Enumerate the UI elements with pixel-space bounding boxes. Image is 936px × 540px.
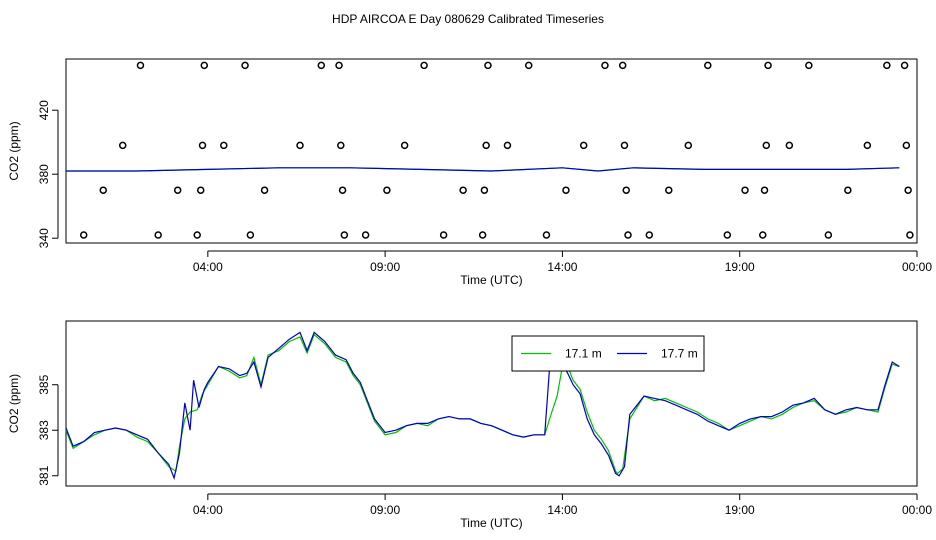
data-point bbox=[338, 186, 347, 194]
top-scatter-panel: 04:00 09:00 14:00 19:00 00:00 Time (UTC) 340 38… bbox=[7, 58, 932, 287]
data-point bbox=[904, 186, 912, 194]
data-point bbox=[601, 61, 609, 70]
data-point bbox=[337, 141, 345, 150]
x-tick-label: 09:00 bbox=[370, 503, 400, 517]
data-point bbox=[741, 186, 749, 194]
data-point bbox=[196, 186, 205, 194]
data-point bbox=[484, 61, 492, 70]
data-point bbox=[824, 231, 833, 239]
y-tick-label: 420 bbox=[37, 100, 51, 120]
x-tick-label: 14:00 bbox=[547, 503, 577, 517]
data-point bbox=[620, 141, 629, 150]
series-line bbox=[65, 331, 900, 481]
data-point bbox=[241, 61, 249, 70]
data-point bbox=[260, 186, 269, 194]
x-tick-label: 00:00 bbox=[902, 503, 932, 517]
data-point bbox=[624, 231, 632, 239]
data-point bbox=[760, 186, 769, 194]
y-tick-label: 381 bbox=[37, 465, 51, 485]
data-point bbox=[723, 231, 732, 239]
data-point bbox=[762, 141, 771, 150]
figure-title: HDP AIRCOA E Day 080629 Calibrated Times… bbox=[332, 12, 604, 26]
data-point bbox=[906, 231, 914, 239]
data-point bbox=[118, 141, 127, 150]
data-point bbox=[99, 186, 107, 194]
x-tick-label: 04:00 bbox=[193, 503, 223, 517]
data-point bbox=[704, 61, 712, 70]
x-axis-label: Time (UTC) bbox=[460, 273, 522, 287]
series-line bbox=[66, 167, 900, 172]
data-point bbox=[296, 141, 304, 150]
x-tick-label: 00:00 bbox=[902, 260, 932, 274]
data-point bbox=[154, 231, 162, 239]
data-point bbox=[579, 141, 588, 150]
x-tick-label: 09:00 bbox=[370, 260, 400, 274]
data-point bbox=[459, 186, 467, 194]
data-point bbox=[900, 61, 909, 70]
data-point bbox=[883, 61, 891, 70]
legend: 17.1 m 17.7 m bbox=[511, 335, 705, 372]
x-tick-label: 04:00 bbox=[193, 260, 223, 274]
data-point bbox=[478, 231, 487, 239]
data-point bbox=[759, 231, 767, 239]
data-point bbox=[503, 141, 512, 150]
bottom-line-panel: 04:00 09:00 14:00 19:00 00:00 Time (UTC) 381 38… bbox=[7, 320, 932, 530]
x-tick-label: 14:00 bbox=[547, 260, 577, 274]
data-point bbox=[340, 231, 349, 239]
data-point bbox=[863, 141, 872, 150]
data-point bbox=[136, 61, 145, 70]
data-point bbox=[844, 186, 852, 194]
y-tick-label: 340 bbox=[37, 228, 51, 248]
x-axis-label: Time (UTC) bbox=[460, 516, 522, 530]
series-line bbox=[65, 333, 900, 475]
x-tick-label: 19:00 bbox=[725, 503, 755, 517]
data-point bbox=[400, 141, 409, 150]
legend-label: 17.7 m bbox=[661, 347, 698, 361]
data-point bbox=[420, 61, 428, 70]
data-point bbox=[335, 61, 343, 70]
data-point bbox=[665, 186, 673, 194]
data-point bbox=[79, 231, 88, 239]
y-axis-label: CO2 (ppm) bbox=[7, 121, 21, 180]
y-tick-label: 380 bbox=[37, 164, 51, 184]
data-point bbox=[785, 141, 794, 150]
data-point bbox=[618, 61, 627, 70]
data-point bbox=[684, 141, 693, 150]
data-point bbox=[246, 231, 255, 239]
legend-label: 17.1 m bbox=[565, 347, 602, 361]
x-tick-label: 19:00 bbox=[725, 260, 755, 274]
data-point bbox=[439, 231, 448, 239]
y-tick-label: 385 bbox=[37, 374, 51, 394]
data-point bbox=[198, 141, 207, 150]
data-point bbox=[317, 61, 326, 70]
data-point bbox=[482, 141, 490, 150]
data-point bbox=[902, 141, 911, 150]
y-axis-label: CO2 (ppm) bbox=[7, 374, 21, 433]
y-tick-label: 383 bbox=[37, 420, 51, 440]
data-point bbox=[805, 61, 813, 70]
data-point bbox=[480, 186, 489, 194]
data-point bbox=[562, 186, 570, 194]
plot-frame bbox=[65, 320, 918, 487]
data-point bbox=[193, 231, 201, 239]
data-point bbox=[361, 231, 370, 239]
data-point bbox=[173, 186, 182, 194]
data-point bbox=[383, 186, 391, 194]
data-point bbox=[524, 61, 533, 70]
data-point bbox=[200, 61, 209, 70]
data-point bbox=[542, 231, 551, 239]
plot-frame bbox=[65, 58, 918, 244]
data-point bbox=[764, 61, 772, 70]
data-point bbox=[645, 231, 654, 239]
data-point bbox=[622, 186, 630, 194]
data-point bbox=[220, 141, 228, 150]
